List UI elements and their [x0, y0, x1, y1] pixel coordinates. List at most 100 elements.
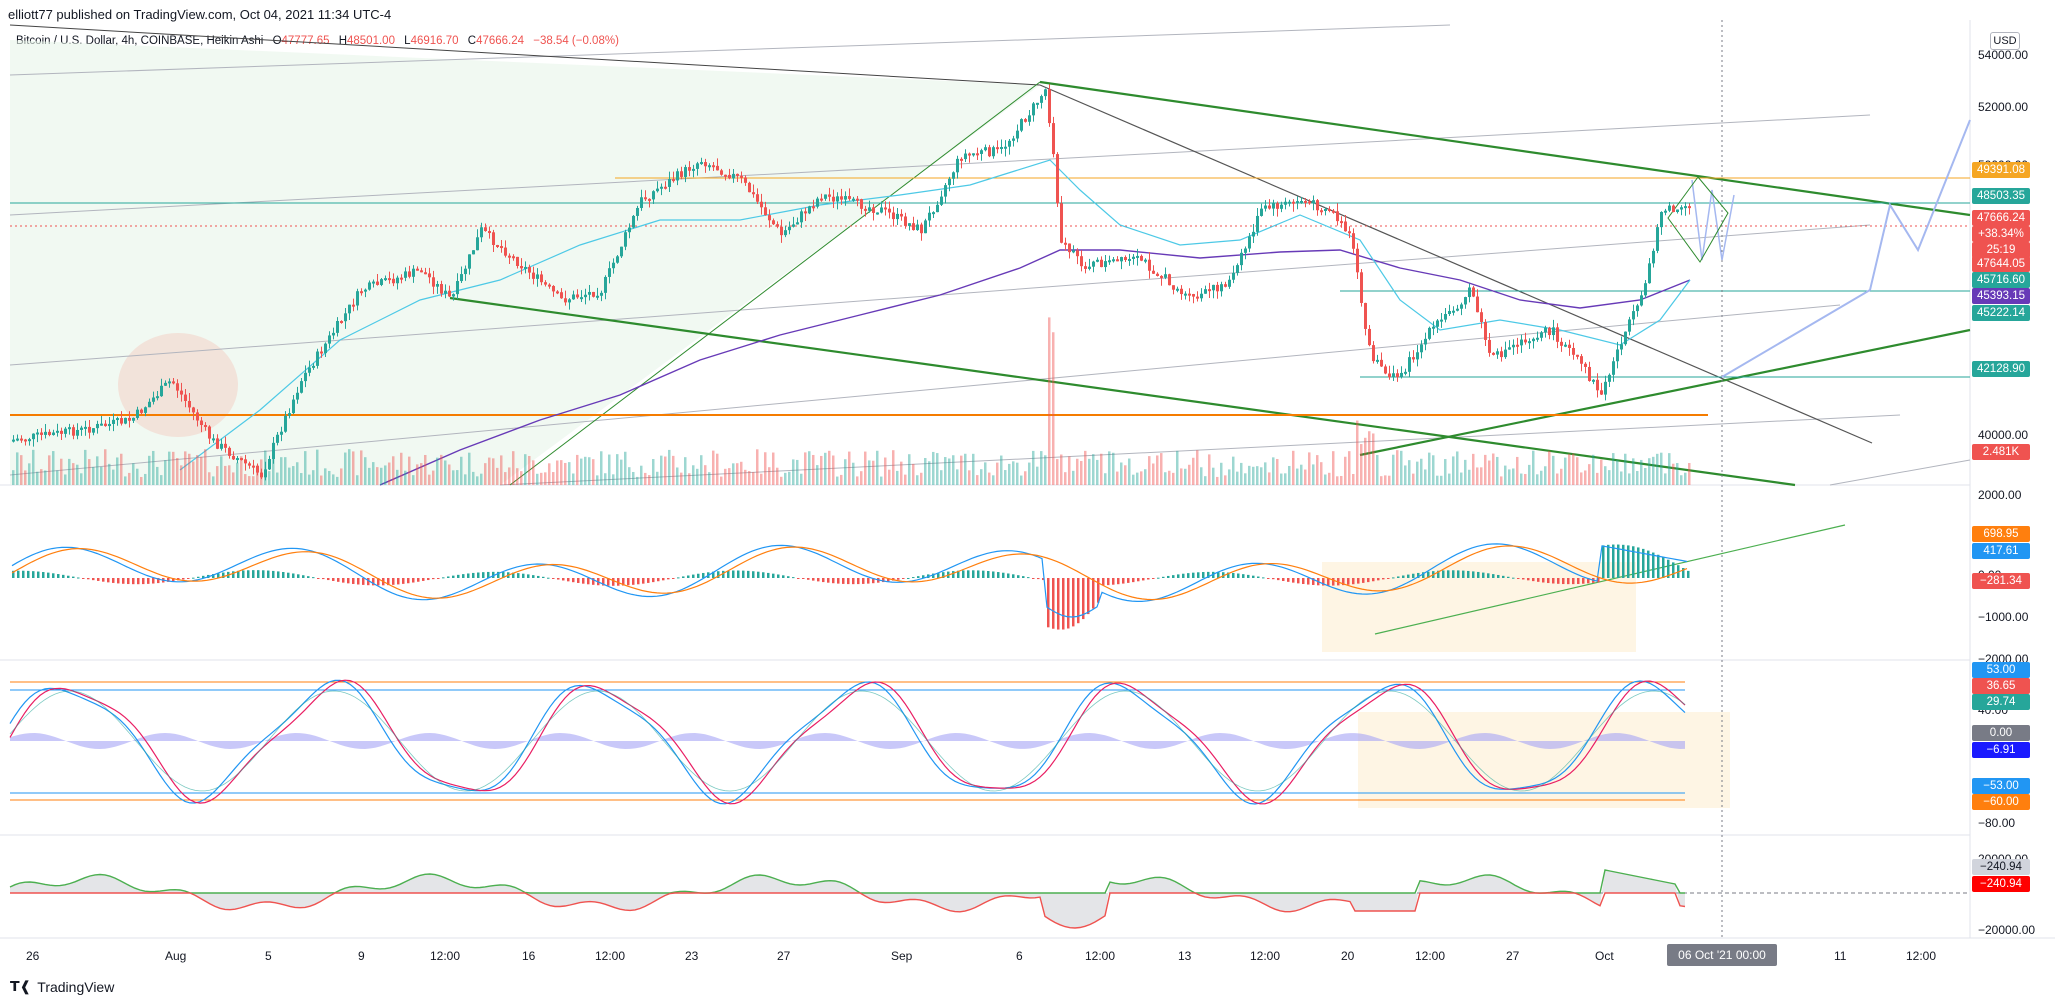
candle: [260, 472, 263, 478]
macd-bar: [1647, 550, 1650, 578]
candle: [1564, 344, 1567, 347]
currency-badge[interactable]: USD: [1990, 32, 2020, 50]
candle: [144, 407, 147, 413]
macd-bar: [807, 578, 810, 580]
candle: [876, 212, 879, 215]
macd-bar: [677, 577, 680, 579]
candle: [324, 343, 327, 354]
volume-bar: [1004, 470, 1007, 485]
volume-bar: [1576, 457, 1579, 485]
volume-bar: [612, 474, 615, 485]
volume-bar: [320, 475, 323, 485]
volume-bar: [288, 467, 291, 485]
candle: [680, 171, 683, 177]
macd-bar: [1687, 570, 1690, 578]
macd-bar: [647, 578, 650, 583]
candle: [292, 399, 295, 414]
candle: [1232, 272, 1235, 280]
volume-bar: [840, 474, 843, 485]
volume-bar: [100, 466, 103, 485]
candle: [1556, 327, 1559, 342]
macd-bar: [37, 571, 40, 578]
candle: [1600, 390, 1603, 395]
candle: [364, 289, 367, 292]
volume-bar: [1352, 473, 1355, 485]
volume-bar: [828, 450, 831, 485]
macd-bar: [432, 578, 435, 580]
volume-bar: [700, 455, 703, 485]
volume-bar: [1080, 460, 1083, 485]
candle: [384, 278, 387, 281]
macd-bar: [687, 575, 690, 578]
macd-bar: [52, 573, 55, 578]
symbol-legend[interactable]: Bitcoin / U.S. Dollar, 4h, COINBASE, Hei…: [16, 35, 619, 47]
volume-bar: [1332, 451, 1335, 485]
macd-bar: [1512, 577, 1515, 579]
stoch-g-line: [9, 690, 1686, 792]
volume-bar: [108, 463, 111, 485]
candle: [1636, 305, 1639, 312]
macd-bar: [697, 573, 700, 578]
macd-bar: [1557, 578, 1560, 584]
macd-bar: [1127, 578, 1130, 583]
candle: [1076, 250, 1079, 257]
macd-bar: [722, 570, 725, 578]
macd-bar: [1282, 578, 1285, 582]
volume-bar: [1404, 465, 1407, 485]
macd-bar: [1217, 571, 1220, 578]
volume-bar: [396, 469, 399, 485]
volume-bar: [896, 470, 899, 485]
macd-bar: [787, 576, 790, 578]
volume-bar: [460, 456, 463, 485]
macd-bar: [147, 578, 150, 584]
volume-bar: [188, 453, 191, 485]
candle: [616, 256, 619, 263]
macd-bar: [607, 578, 610, 586]
macd-bar: [532, 575, 535, 578]
candle: [940, 196, 943, 205]
volume-bar: [940, 470, 943, 485]
macd-bar: [152, 578, 155, 584]
macd-bar: [1597, 578, 1600, 583]
candle: [1540, 332, 1543, 338]
macd-bar: [712, 571, 715, 578]
macd-bar: [412, 578, 415, 583]
volume-bar: [1408, 460, 1411, 485]
candle: [36, 432, 39, 435]
candle: [112, 419, 115, 424]
candle: [1016, 130, 1019, 139]
macd-bar: [797, 578, 800, 579]
volume-bar: [448, 464, 451, 485]
macd-bar: [427, 578, 430, 581]
volume-bar: [476, 476, 479, 485]
volume-bar: [1596, 472, 1599, 485]
macd-bar: [667, 578, 670, 580]
volume-bar: [1508, 469, 1511, 485]
macd-bar: [602, 578, 605, 586]
volume-bar: [1560, 468, 1563, 485]
volume-bar: [1532, 450, 1535, 485]
volume-bar: [996, 462, 999, 485]
volume-bar: [1588, 464, 1591, 485]
volume-bar: [620, 459, 623, 485]
volume-bar: [1236, 471, 1239, 485]
candle: [304, 372, 307, 382]
macd-bar: [1372, 578, 1375, 582]
macd-bar: [1392, 577, 1395, 579]
volume-bar: [744, 469, 747, 485]
volume-bar: [316, 449, 319, 485]
macd-bar: [1657, 554, 1660, 578]
volume-bar: [1324, 474, 1327, 485]
low-label: L: [404, 35, 411, 47]
volume-bar: [360, 450, 363, 485]
candle: [228, 447, 231, 456]
candle: [452, 294, 455, 297]
volume-bar: [724, 468, 727, 485]
macd-bar: [497, 571, 500, 578]
candle: [812, 206, 815, 209]
candle: [1208, 289, 1211, 292]
volume-bar: [1436, 475, 1439, 485]
macd-bar: [1027, 577, 1030, 579]
macd-bar: [962, 570, 965, 578]
